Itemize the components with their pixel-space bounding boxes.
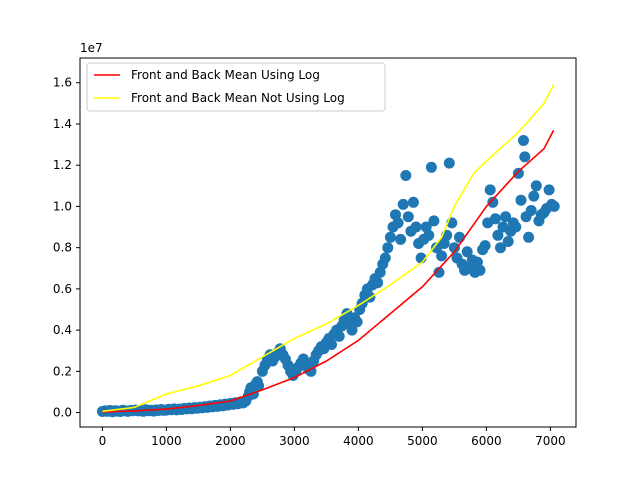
y-tick-label: 0.0: [53, 406, 72, 420]
legend-label-nolog: Front and Back Mean Not Using Log: [131, 91, 345, 105]
y-axis: 0.0 0.2 0.4 0.6 0.8 1.0 1.2 1.4 1.6: [53, 76, 80, 420]
scatter-point: [402, 211, 414, 223]
scatter-point: [351, 316, 363, 328]
scatter-point: [382, 242, 394, 254]
scatter-point: [479, 240, 491, 252]
scatter-point: [523, 231, 535, 243]
scatter-point: [495, 242, 506, 254]
scatter-point: [379, 252, 391, 264]
scatter-point: [512, 167, 524, 179]
scatter-point: [548, 200, 560, 212]
y-tick-label: 1.4: [53, 117, 72, 131]
scatter-point: [474, 264, 486, 276]
y-tick-label: 0.8: [53, 241, 72, 255]
y-tick-label: 1.0: [53, 199, 72, 213]
scatter-point: [305, 365, 317, 377]
series-line-0: [102, 129, 555, 413]
x-tick-label: 2000: [215, 434, 246, 448]
line-layer: [102, 84, 555, 413]
x-tick-label: 4000: [343, 434, 374, 448]
y-tick-label: 1.6: [53, 76, 72, 90]
scatter-point: [374, 266, 386, 278]
y-offset-label: 1e7: [80, 41, 103, 55]
scatter-point: [433, 266, 445, 278]
scatter-point: [492, 229, 504, 241]
y-tick-label: 0.4: [53, 323, 72, 337]
scatter-point: [436, 250, 448, 262]
scatter-point: [346, 324, 358, 336]
x-tick-label: 3000: [279, 434, 310, 448]
scatter-point: [461, 246, 473, 258]
scatter-point: [410, 221, 422, 233]
y-tick-label: 1.2: [53, 158, 72, 172]
plot-frame: [79, 57, 577, 428]
scatter-point: [502, 236, 514, 247]
x-tick-label: 7000: [535, 434, 566, 448]
scatter-point: [528, 190, 540, 202]
scatter-point: [530, 180, 542, 192]
scatter-layer: [96, 135, 560, 418]
scatter-point: [515, 194, 527, 206]
legend-box: [86, 62, 386, 112]
scatter-point: [519, 151, 531, 163]
series-line-1: [102, 84, 555, 413]
scatter-point: [525, 205, 537, 216]
scatter-point: [487, 196, 499, 208]
y-tick-label: 0.6: [53, 282, 72, 296]
scatter-point: [484, 184, 496, 196]
legend: Front and Back Mean Using Log Front and …: [86, 62, 386, 112]
y-tick-label: 0.2: [53, 364, 72, 378]
scatter-point: [448, 242, 460, 254]
x-tick-label: 0: [99, 434, 107, 448]
scatter-point: [500, 211, 512, 223]
scatter-point: [443, 157, 455, 169]
scatter-point: [423, 229, 435, 241]
legend-label-log: Front and Back Mean Using Log: [131, 68, 320, 82]
scatter-point: [333, 330, 345, 342]
scatter-point: [428, 215, 440, 227]
scatter-point: [510, 221, 522, 233]
scatter-point: [489, 213, 501, 225]
x-tick-label: 5000: [407, 434, 438, 448]
scatter-point: [420, 221, 432, 233]
scatter-point: [397, 198, 409, 210]
scatter-point: [518, 135, 529, 146]
x-tick-label: 1000: [151, 434, 182, 448]
scatter-point: [543, 184, 555, 196]
scatter-point: [395, 233, 407, 245]
scatter-point: [384, 231, 396, 243]
x-tick-label: 6000: [471, 434, 502, 448]
scatter-point: [326, 339, 337, 350]
scatter-point: [392, 217, 404, 229]
x-axis: 0 1000 2000 3000 4000 5000 6000 7000: [99, 427, 566, 448]
scatter-point: [372, 277, 384, 289]
scatter-point: [407, 196, 419, 208]
scatter-point: [253, 380, 265, 392]
scatter-point: [425, 161, 437, 173]
scatter-point: [400, 170, 412, 181]
scatter-point: [454, 231, 465, 243]
